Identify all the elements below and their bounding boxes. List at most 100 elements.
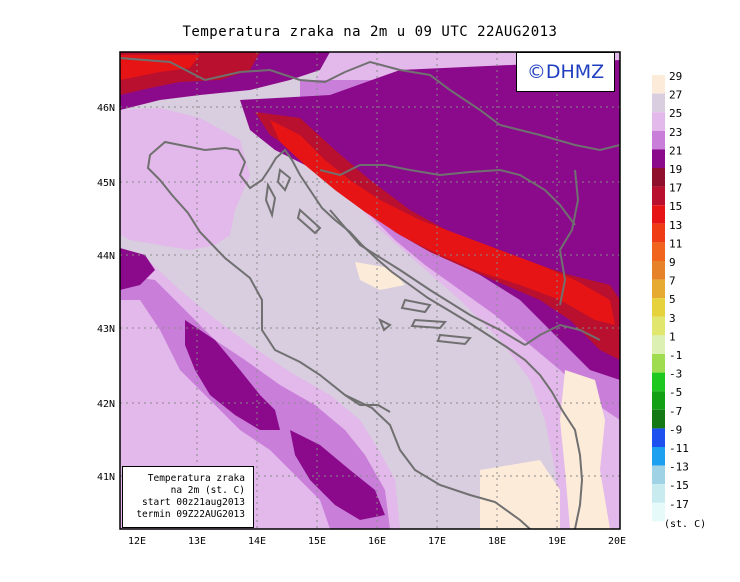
lat-label: 42N xyxy=(97,399,115,410)
border-bosnia-serbia xyxy=(558,169,580,306)
italy-east-coast xyxy=(146,140,531,529)
legend-label: 9 xyxy=(669,256,676,269)
legend-label: 17 xyxy=(669,182,682,195)
legend-swatch xyxy=(652,186,665,206)
legend-swatch xyxy=(652,112,665,131)
info-line-unit: na 2m (st. C) xyxy=(170,485,245,496)
border-austria xyxy=(120,57,206,81)
legend-swatch xyxy=(652,372,665,392)
legend-swatch xyxy=(652,484,665,503)
legend-swatch xyxy=(652,149,665,168)
legend-swatch xyxy=(652,335,665,354)
island-pag xyxy=(296,208,322,235)
legend-swatch xyxy=(652,391,665,410)
lon-label: 20E xyxy=(608,536,626,547)
legend-label: 25 xyxy=(669,107,682,120)
legend-label: -5 xyxy=(669,386,682,399)
legend-label: 27 xyxy=(669,89,682,102)
legend-swatch xyxy=(652,205,665,224)
legend-swatch xyxy=(652,279,665,299)
lon-label: 16E xyxy=(368,536,386,547)
border-hungary xyxy=(344,60,501,126)
brand-logo: ©DHMZ xyxy=(516,52,615,92)
legend-swatch xyxy=(652,261,665,280)
legend-swatch xyxy=(652,242,665,261)
legend-label: 7 xyxy=(669,275,676,288)
coastlines xyxy=(120,57,620,529)
legend-swatch xyxy=(652,93,665,113)
field-west-edge-cool xyxy=(120,248,155,290)
lon-label: 12E xyxy=(128,536,146,547)
field-alps-coldest xyxy=(120,55,200,80)
legend-label: 5 xyxy=(669,293,676,306)
field-apennine-cool xyxy=(185,320,280,430)
field-land-west xyxy=(120,108,250,250)
border-croatia-bosnia xyxy=(319,164,576,226)
legend-swatch xyxy=(652,502,665,522)
lon-label: 17E xyxy=(428,536,446,547)
lat-label: 46N xyxy=(97,103,115,114)
legend-swatch xyxy=(652,465,665,485)
map-frame xyxy=(119,51,621,530)
legend-label: -3 xyxy=(669,368,682,381)
lat-label: 43N xyxy=(97,324,115,335)
lon-label: 14E xyxy=(248,536,266,547)
lon-label: 13E xyxy=(188,536,206,547)
border-bosnia-sw xyxy=(329,209,526,346)
legend-label: -11 xyxy=(669,442,689,455)
legend-label: 11 xyxy=(669,237,682,250)
info-line-start: start 00z21aug2013 xyxy=(142,497,245,508)
border-slovenia xyxy=(204,68,346,84)
legend-label: 13 xyxy=(669,219,682,232)
lon-label: 15E xyxy=(308,536,326,547)
field-dinaric-cool xyxy=(240,60,620,380)
legend-swatch xyxy=(652,447,665,466)
color-legend: 29 27 25 23 21 19 17 15 13 11 9 7 5 3 1 -1 -3 -5 -7 -9 -11 -1… xyxy=(652,70,689,522)
lat-label: 45N xyxy=(97,178,115,189)
grid-lines xyxy=(120,52,620,529)
legend-label: 1 xyxy=(669,330,676,343)
legend-swatch xyxy=(652,298,665,317)
legend-label: 23 xyxy=(669,126,682,139)
island-hvar xyxy=(410,318,448,330)
longitude-labels: 12E 13E 14E 15E 16E 17E 18E 19E 20E xyxy=(128,536,626,547)
field-apennine-south-cool xyxy=(290,430,385,520)
legend-label: -13 xyxy=(669,461,689,474)
legend-label: -1 xyxy=(669,349,682,362)
field-warm-south xyxy=(480,460,560,529)
island-cres xyxy=(264,181,277,219)
latitude-labels: 46N 45N 44N 43N 42N 41N xyxy=(97,103,115,483)
island-krk xyxy=(276,168,292,192)
legend-label: 15 xyxy=(669,200,682,213)
lat-label: 41N xyxy=(97,472,115,483)
field-warm-dalmatia xyxy=(355,262,405,290)
legend-label: -15 xyxy=(669,479,689,492)
legend-swatch xyxy=(652,130,665,150)
info-line-termin: termin 09Z22AUG2013 xyxy=(136,509,245,520)
legend-label: 19 xyxy=(669,163,682,176)
legend-label: 3 xyxy=(669,312,676,325)
legend-swatch xyxy=(652,354,665,373)
legend-label: -17 xyxy=(669,498,689,511)
legend-swatch xyxy=(652,75,665,94)
info-line-variable: Temperatura zraka xyxy=(147,473,245,484)
legend-swatch xyxy=(652,168,665,187)
field-dinaric-coldest xyxy=(270,120,615,325)
field-warm-albania xyxy=(560,370,610,529)
legend-unit-label: (st. C) xyxy=(664,519,707,530)
border-montenegro xyxy=(524,323,601,346)
legend-swatch xyxy=(652,428,665,447)
border-serbia-north xyxy=(499,124,620,152)
legend-swatch xyxy=(652,409,665,429)
lat-label: 44N xyxy=(97,251,115,262)
temperature-field xyxy=(120,52,620,529)
lon-label: 19E xyxy=(548,536,566,547)
lon-label: 18E xyxy=(488,536,506,547)
gargano-coast xyxy=(344,394,391,413)
legend-swatch xyxy=(652,316,665,336)
legend-label: 21 xyxy=(669,144,682,157)
info-box: Temperatura zraka na 2m (st. C) start 00… xyxy=(122,466,254,528)
island-small xyxy=(378,317,392,332)
legend-swatch xyxy=(652,223,665,243)
